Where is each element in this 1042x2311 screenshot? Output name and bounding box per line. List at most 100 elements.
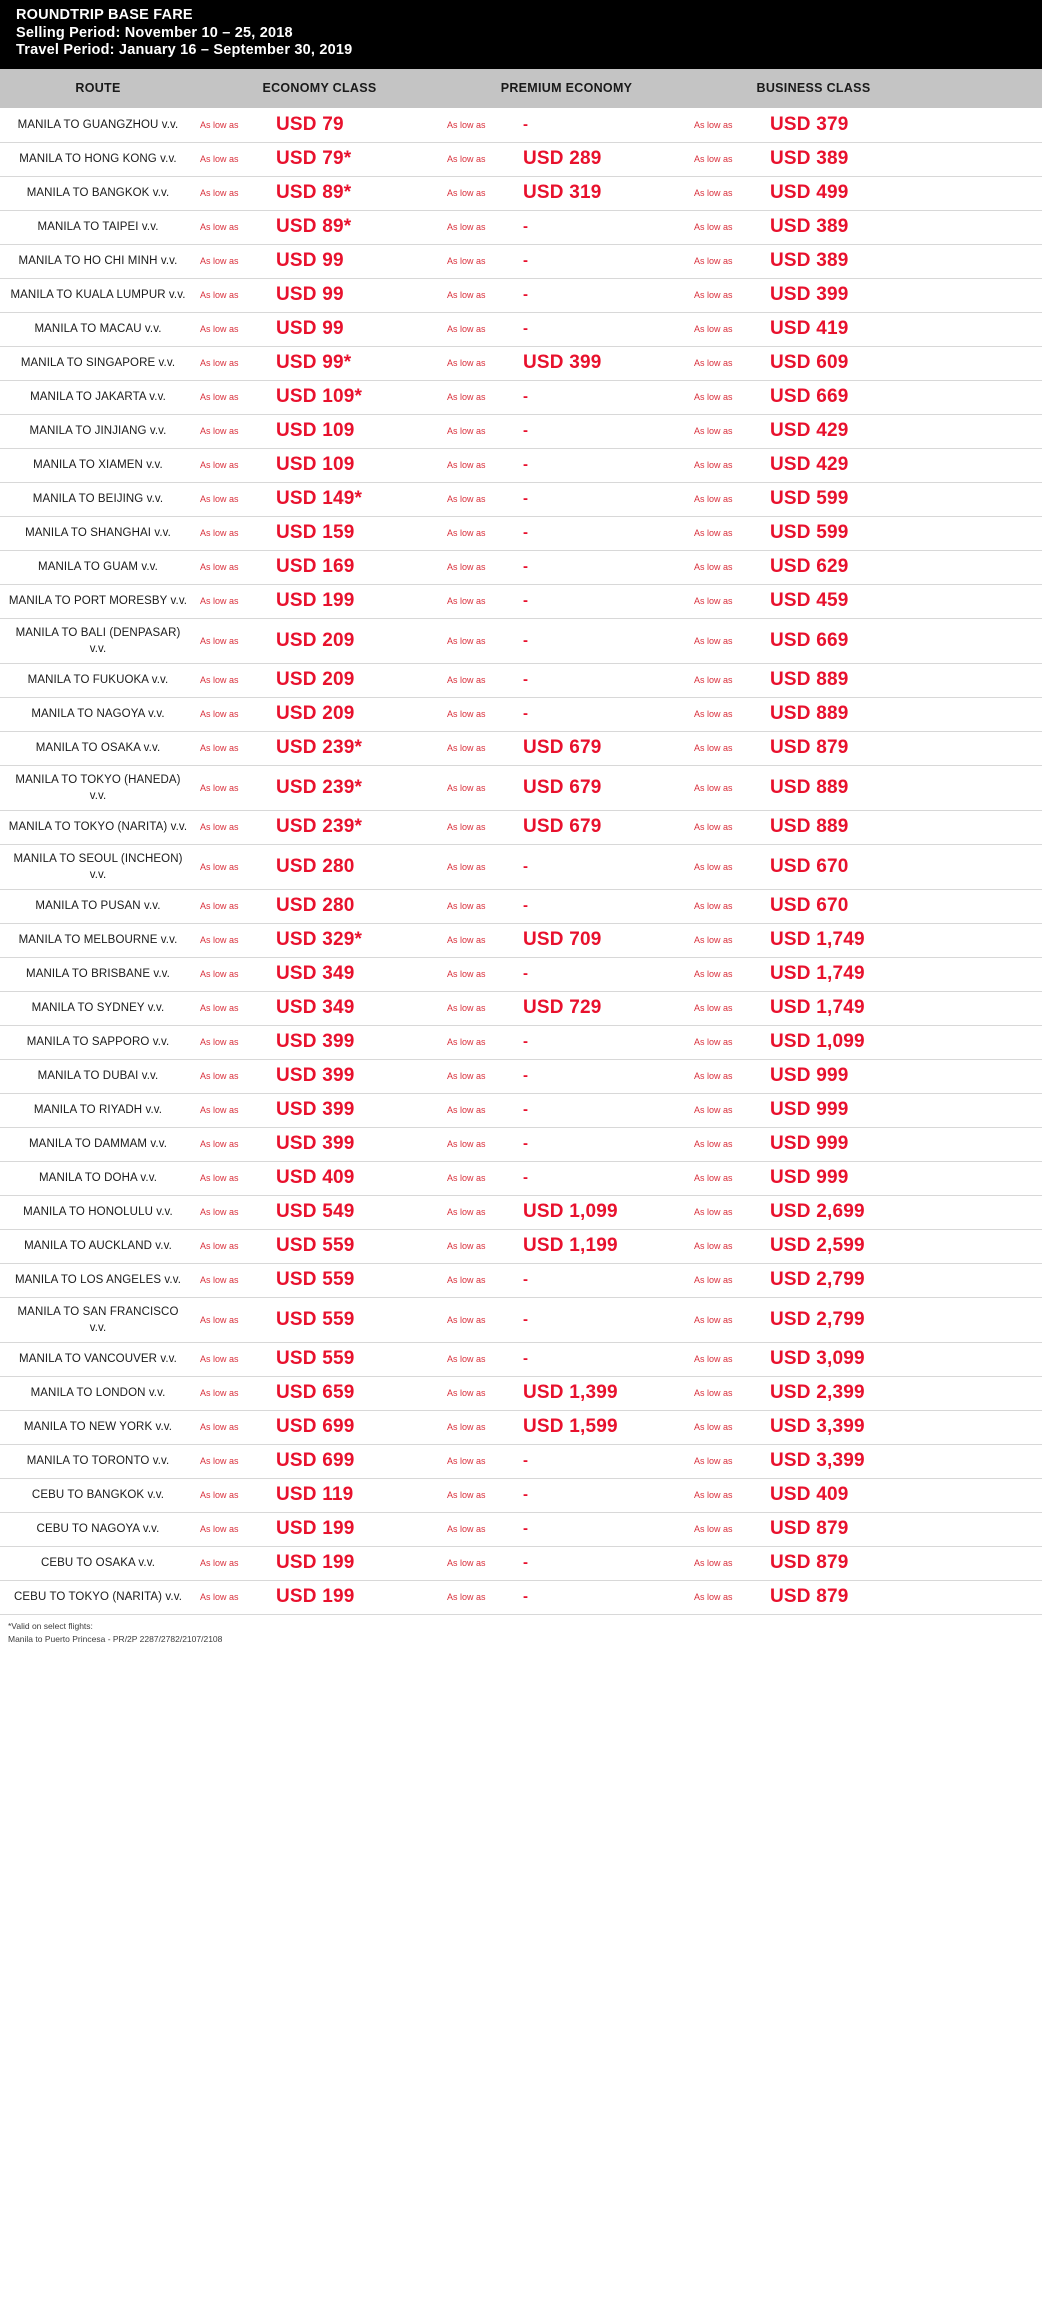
economy-fare: USD 199 xyxy=(276,1518,355,1539)
economy-fare: USD 239* xyxy=(276,737,363,758)
as-low-as-label: As low as xyxy=(694,1558,733,1568)
as-low-as-label: As low as xyxy=(694,675,733,685)
as-low-as-label: As low as xyxy=(200,1139,239,1149)
business-class-fare: USD 409 xyxy=(770,1484,849,1505)
business-class-fare: USD 3,399 xyxy=(770,1450,865,1471)
as-low-as-label: As low as xyxy=(447,935,486,945)
as-low-as-label: As low as xyxy=(447,222,486,232)
business-class-fare: USD 389 xyxy=(770,148,849,169)
route-name: MANILA TO NAGOYA v.v. xyxy=(31,708,165,720)
business-class-fare: USD 429 xyxy=(770,420,849,441)
as-low-as-label: As low as xyxy=(200,709,239,719)
as-low-as-label: As low as xyxy=(694,1524,733,1534)
business-class-fare: USD 389 xyxy=(770,216,849,237)
economy-fare: USD 349 xyxy=(276,963,355,984)
as-low-as-label: As low as xyxy=(694,1490,733,1500)
economy-fare: USD 209 xyxy=(276,703,355,724)
as-low-as-label: As low as xyxy=(694,1207,733,1217)
as-low-as-label: As low as xyxy=(447,1558,486,1568)
table-row: MANILA TO SAN FRANCISCO v.v. As low as USD… xyxy=(0,1297,1042,1343)
economy-fare: USD 199 xyxy=(276,1552,355,1573)
premium-economy-fare: - xyxy=(523,592,529,609)
table-header-row: ROUTE ECONOMY CLASS PREMIUM ECONOMY BUSI… xyxy=(0,68,1042,109)
as-low-as-label: As low as xyxy=(200,222,239,232)
premium-economy-fare: - xyxy=(523,286,529,303)
premium-economy-fare: - xyxy=(523,631,529,649)
business-class-fare: USD 629 xyxy=(770,556,849,577)
route-name: MANILA TO AUCKLAND v.v. xyxy=(24,1240,172,1252)
table-row: MANILA TO GUANGZHOU v.v. As low as USD 79 A… xyxy=(0,108,1042,143)
business-class-fare: USD 2,799 xyxy=(770,1308,865,1330)
banner-selling-period: Selling Period: November 10 – 25, 2018 xyxy=(16,24,293,41)
as-low-as-label: As low as xyxy=(200,1592,239,1602)
business-class-fare: USD 670 xyxy=(770,855,849,877)
business-class-fare: USD 999 xyxy=(770,1133,849,1154)
as-low-as-label: As low as xyxy=(447,1388,486,1398)
economy-fare: USD 349 xyxy=(276,997,355,1018)
business-class-fare: USD 459 xyxy=(770,590,849,611)
table-row: CEBU TO NAGOYA v.v. As low as USD 199 As lo… xyxy=(0,1512,1042,1547)
as-low-as-label: As low as xyxy=(694,256,733,266)
business-class-fare: USD 599 xyxy=(770,522,849,543)
as-low-as-label: As low as xyxy=(200,324,239,334)
as-low-as-label: As low as xyxy=(447,1456,486,1466)
as-low-as-label: As low as xyxy=(200,1524,239,1534)
as-low-as-label: As low as xyxy=(200,1003,239,1013)
as-low-as-label: As low as xyxy=(200,154,239,164)
table-row: MANILA TO DUBAI v.v. As low as USD 399 As l… xyxy=(0,1059,1042,1094)
route-name: MANILA TO TOKYO (NARITA) v.v. xyxy=(8,821,188,833)
premium-economy-fare: - xyxy=(523,116,529,133)
as-low-as-label: As low as xyxy=(200,1105,239,1115)
as-low-as-label: As low as xyxy=(447,494,486,504)
as-low-as-label: As low as xyxy=(200,358,239,368)
business-class-fare: USD 399 xyxy=(770,284,849,305)
as-low-as-label: As low as xyxy=(447,1524,486,1534)
table-row: MANILA TO TOKYO (NARITA) v.v. As low as US… xyxy=(0,810,1042,845)
economy-fare: USD 559 xyxy=(276,1308,355,1330)
premium-economy-fare: - xyxy=(523,524,529,541)
economy-fare: USD 79* xyxy=(276,148,352,169)
as-low-as-label: As low as xyxy=(694,222,733,232)
route-name: MANILA TO BEIJING v.v. xyxy=(32,493,164,505)
as-low-as-label: As low as xyxy=(200,188,239,198)
business-class-fare: USD 879 xyxy=(770,1518,849,1539)
economy-fare: USD 99 xyxy=(276,284,344,305)
as-low-as-label: As low as xyxy=(447,1241,486,1251)
route-name: MANILA TO JINJIANG v.v. xyxy=(29,425,167,437)
route-name: MANILA TO PORT MORESBY v.v. xyxy=(8,595,188,607)
route-name: MANILA TO BRISBANE v.v. xyxy=(26,968,170,980)
as-low-as-label: As low as xyxy=(200,635,239,646)
economy-fare: USD 239* xyxy=(276,816,363,837)
table-row: MANILA TO OSAKA v.v. As low as USD 239* As … xyxy=(0,731,1042,766)
as-low-as-label: As low as xyxy=(694,901,733,911)
business-class-fare: USD 670 xyxy=(770,895,849,916)
premium-economy-fare: - xyxy=(523,1067,529,1084)
economy-fare: USD 79 xyxy=(276,114,344,135)
route-name: MANILA TO BANGKOK v.v. xyxy=(26,187,170,199)
footnote-line-2: Manila to Puerto Princesa - PR/2P 2287/2… xyxy=(8,1633,223,1644)
table-row: MANILA TO SINGAPORE v.v. As low as USD 99*… xyxy=(0,346,1042,381)
table-row: CEBU TO BANGKOK v.v. As low as USD 119 As l… xyxy=(0,1478,1042,1513)
as-low-as-label: As low as xyxy=(447,290,486,300)
premium-economy-fare: - xyxy=(523,490,529,507)
footnote-line-1: *Valid on select flights: xyxy=(8,1620,93,1631)
business-class-fare: USD 419 xyxy=(770,318,849,339)
route-name: MANILA TO TOKYO (HANEDA) v.v. xyxy=(15,773,181,802)
as-low-as-label: As low as xyxy=(200,822,239,832)
as-low-as-label: As low as xyxy=(200,1173,239,1183)
route-name: CEBU TO NAGOYA v.v. xyxy=(36,1523,160,1535)
as-low-as-label: As low as xyxy=(200,675,239,685)
as-low-as-label: As low as xyxy=(200,256,239,266)
as-low-as-label: As low as xyxy=(447,782,486,793)
premium-economy-fare: - xyxy=(523,1101,529,1118)
business-class-fare: USD 1,099 xyxy=(770,1031,865,1052)
as-low-as-label: As low as xyxy=(200,1422,239,1432)
business-class-fare: USD 379 xyxy=(770,114,849,135)
as-low-as-label: As low as xyxy=(447,1139,486,1149)
as-low-as-label: As low as xyxy=(447,256,486,266)
business-class-fare: USD 3,399 xyxy=(770,1416,865,1437)
as-low-as-label: As low as xyxy=(447,1173,486,1183)
table-row: MANILA TO MELBOURNE v.v. As low as USD 329… xyxy=(0,923,1042,958)
route-name: MANILA TO MACAU v.v. xyxy=(34,323,162,335)
